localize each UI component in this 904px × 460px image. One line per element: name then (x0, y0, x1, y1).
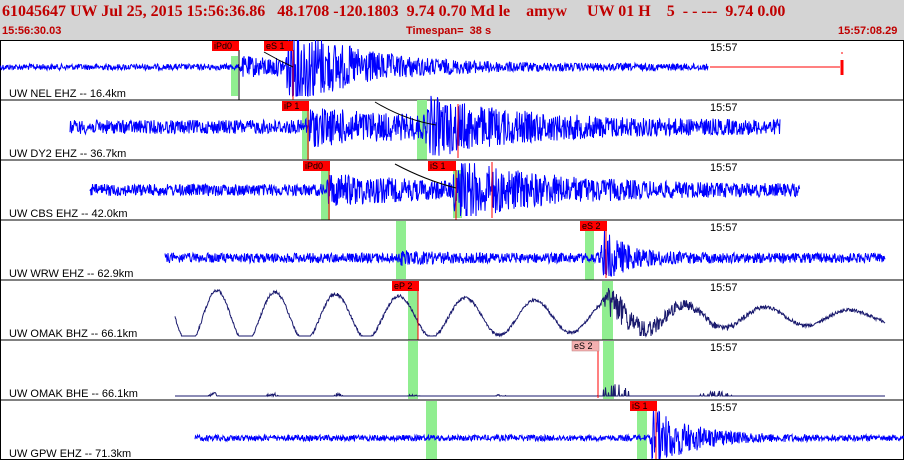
pick-window (408, 341, 418, 399)
panel-border (0, 40, 904, 460)
pick-window (585, 230, 594, 280)
pick-window (426, 401, 437, 459)
pick-label: eS 2 (582, 221, 601, 231)
timespan-label: Timespan= 38 s (406, 25, 492, 37)
start-time: 15:56:30.03 (2, 25, 62, 37)
pick-label: eP 2 (394, 281, 412, 291)
time-label: 15:57 (710, 402, 738, 414)
pick-flag[interactable] (571, 340, 600, 352)
waveform (89, 163, 801, 217)
pick-window (231, 56, 238, 96)
pick-window (603, 341, 614, 399)
pick-flag[interactable] (580, 221, 607, 231)
pick-label: eS 1 (266, 41, 285, 51)
pick-label: iS 1 (632, 401, 648, 411)
pick-flag[interactable] (212, 41, 239, 51)
station-label: UW NEL EHZ -- 16.4km (9, 88, 126, 100)
pick-window (408, 290, 418, 340)
waveform (164, 230, 886, 277)
pick-flag[interactable] (392, 281, 419, 291)
pick-window (453, 170, 462, 218)
station-label: UW GPW EHZ -- 71.3km (9, 448, 131, 460)
theoretical-curve (263, 51, 294, 68)
trace-row[interactable]: eP 2 15:57 UW OMAK BHZ -- 66.1km (0, 281, 904, 341)
pick-label: iP 1 (284, 101, 299, 111)
trace-row[interactable]: eS 2 15:57 UW WRW EHZ -- 62.9km (0, 221, 904, 281)
seismogram-panel[interactable]: iPd0 eS 1 15:57 UW NEL EHZ -- 16.4km iP … (0, 40, 904, 460)
pick-window (396, 221, 406, 279)
pick-flag[interactable] (630, 401, 657, 411)
station-label: UW OMAK BHZ -- 66.1km (9, 328, 137, 340)
waveform (69, 95, 781, 156)
time-label: 15:57 (710, 102, 738, 114)
pick-window (302, 111, 309, 159)
pick-flag[interactable] (282, 101, 309, 111)
theoretical-curve (394, 163, 457, 189)
time-label: 15:57 (710, 222, 738, 234)
trace-row[interactable]: iS 1 15:57 UW GPW EHZ -- 71.3km (9, 401, 904, 460)
trace-row[interactable]: iPd0 eS 1 15:57 UW NEL EHZ -- 16.4km (0, 40, 904, 101)
trace-row[interactable]: iPd0 iS 1 15:57 UW CBS EHZ -- 42.0km (0, 161, 904, 221)
pick-window (417, 100, 427, 160)
time-label: 15:57 (710, 282, 738, 294)
end-time: 15:57:08.29 (838, 25, 898, 37)
waveform (194, 408, 904, 460)
trace-row[interactable]: eS 2 15:57 UW OMAK BHE -- 66.1km (0, 340, 904, 401)
theoretical-curve (374, 101, 437, 126)
pick-window (321, 170, 330, 220)
station-label: UW WRW EHZ -- 62.9km (9, 268, 133, 280)
pick-window (602, 281, 613, 340)
station-label: UW CBS EHZ -- 42.0km (9, 208, 128, 220)
event-header: 61045647 UW Jul 25, 2015 15:56:36.86 48.… (0, 0, 904, 40)
trace-row[interactable]: iP 1 15:57 UW DY2 EHZ -- 36.7km (0, 95, 904, 161)
pick-label: iPd0 (305, 161, 323, 171)
time-label: 15:57 (710, 42, 738, 54)
pick-window (637, 410, 647, 459)
waveform (0, 40, 709, 97)
pick-label: iS 1 (430, 161, 446, 171)
station-label: UW DY2 EHZ -- 36.7km (9, 148, 126, 160)
pick-label: eS 2 (574, 341, 593, 351)
waveform (174, 288, 886, 338)
pick-flag[interactable] (264, 41, 293, 51)
waveform (175, 384, 885, 398)
pick-flag[interactable] (303, 161, 330, 171)
event-title: 61045647 UW Jul 25, 2015 15:56:36.86 48.… (2, 3, 786, 20)
pick-label: iPd0 (214, 41, 232, 51)
pick-flag[interactable] (428, 161, 456, 171)
time-label: 15:57 (710, 342, 738, 354)
station-label: UW OMAK BHE -- 66.1km (9, 388, 138, 400)
time-label: 15:57 (710, 162, 738, 174)
